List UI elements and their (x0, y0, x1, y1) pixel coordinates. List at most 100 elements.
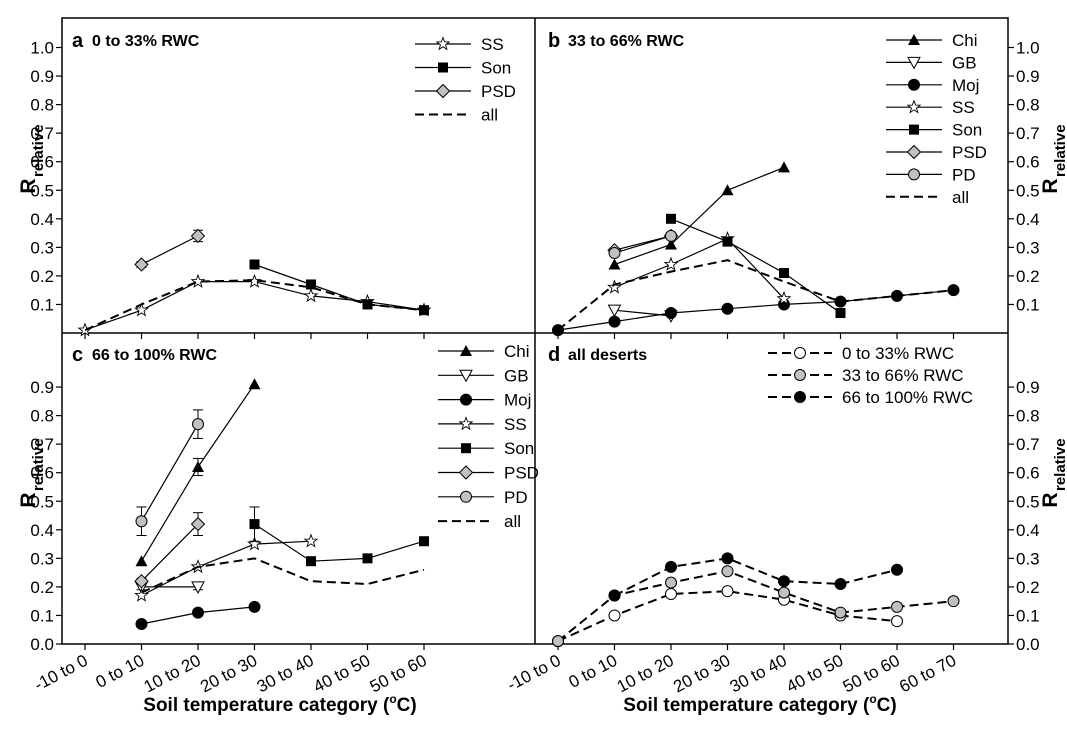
data-point (134, 573, 149, 589)
series-line (614, 166, 785, 266)
data-point (721, 585, 734, 598)
x-tick-label: -10 to 0 (504, 651, 564, 695)
x-tick-label: 60 to 70 (896, 651, 959, 697)
x-tick-label: 20 to 30 (670, 651, 733, 697)
legend-marker (435, 83, 451, 99)
data-point (306, 556, 316, 567)
legend-label: 0 to 33% RWC (842, 344, 954, 363)
data-point (192, 606, 204, 619)
series-line (614, 235, 672, 254)
legend-marker (794, 369, 806, 381)
series-line (254, 263, 425, 311)
data-point (248, 600, 261, 613)
legend-marker (794, 391, 806, 403)
x-tick-label: 10 to 20 (614, 651, 677, 697)
data-point (607, 279, 622, 294)
data-point (419, 536, 429, 547)
legend-label: PD (504, 488, 528, 507)
data-point (248, 378, 261, 390)
legend-label: PSD (481, 82, 516, 101)
y-tick-label: 0.7 (30, 435, 54, 454)
series-son (666, 213, 846, 319)
data-point (947, 284, 960, 297)
data-point (608, 609, 621, 622)
legend-label: all (952, 188, 969, 207)
legend-label: 33 to 66% RWC (842, 366, 964, 385)
y-tick-label: 0.1 (1016, 606, 1040, 625)
data-point (134, 257, 149, 272)
data-point (891, 615, 903, 628)
series-line (141, 235, 199, 266)
data-point (663, 256, 679, 271)
legend-marker (458, 465, 474, 480)
legend-marker (460, 345, 472, 356)
data-point (190, 273, 206, 288)
legend-label: Chi (504, 342, 530, 361)
data-point (303, 288, 319, 303)
x-tick-label: 20 to 30 (197, 651, 260, 697)
y-tick-label: 0.0 (1016, 635, 1040, 654)
y-tick-label: 0.3 (30, 238, 54, 257)
data-point (665, 229, 677, 242)
y-tick-label: 0.3 (1016, 238, 1040, 257)
legend-label: SS (504, 415, 527, 434)
data-point (778, 575, 790, 588)
y-tick-label: 0.1 (1016, 295, 1040, 314)
panel-title: 66 to 100% RWC (92, 347, 218, 364)
y-axis-title-sub: relative (1052, 438, 1067, 491)
y-tick-label: 0.5 (30, 181, 54, 200)
legend-marker (906, 144, 922, 160)
series-ss (607, 230, 792, 306)
data-point (608, 258, 621, 270)
data-point (249, 519, 260, 530)
y-tick-label: 0.6 (30, 464, 54, 483)
data-point (192, 418, 204, 431)
legend-label: Chi (952, 31, 978, 50)
legend-marker (908, 34, 920, 45)
legend-marker (460, 393, 472, 406)
series-pd (608, 229, 677, 260)
legend-marker (459, 369, 473, 383)
data-point (608, 589, 621, 602)
y-tick-label: 0.9 (1016, 378, 1040, 397)
panel-title: 0 to 33% RWC (92, 33, 200, 50)
legend-label: GB (504, 366, 529, 385)
data-point (190, 228, 206, 244)
y-tick-label: 1.0 (30, 39, 54, 58)
x-axis-title-right: Soil temperature category (oC) (623, 692, 896, 716)
x-tick-label: 50 to 60 (840, 651, 903, 697)
series-line (84, 279, 425, 332)
panel-letter: d (548, 344, 560, 366)
data-point (721, 184, 734, 196)
legend-marker (794, 347, 806, 359)
series-all (84, 279, 425, 332)
y-tick-label: 0.5 (1016, 181, 1040, 200)
x-tick-label: 30 to 40 (254, 651, 317, 697)
y-tick-label: 0.0 (30, 635, 54, 654)
legend-marker (908, 168, 920, 181)
series-line (670, 218, 841, 314)
data-point (362, 553, 373, 564)
data-point (608, 315, 621, 328)
y-tick-label: 0.7 (1016, 124, 1040, 143)
data-point (249, 259, 260, 270)
y-tick-label: 0.6 (30, 153, 54, 172)
legend-marker (908, 78, 920, 91)
data-point (665, 588, 677, 601)
data-point (721, 302, 734, 315)
series-chi (608, 161, 790, 270)
x-tick-label: 30 to 40 (727, 651, 790, 697)
data-point (666, 213, 676, 224)
data-point (552, 635, 564, 648)
data-point (665, 238, 677, 250)
x-tick-label: 40 to 50 (783, 651, 846, 697)
panel-letter: a (72, 30, 84, 52)
legend-label: all (481, 106, 498, 125)
series-all (557, 259, 954, 331)
legend-label: PSD (504, 464, 539, 483)
legend-marker (458, 416, 474, 431)
series-line (140, 423, 199, 522)
y-tick-label: 0.9 (1016, 67, 1040, 86)
